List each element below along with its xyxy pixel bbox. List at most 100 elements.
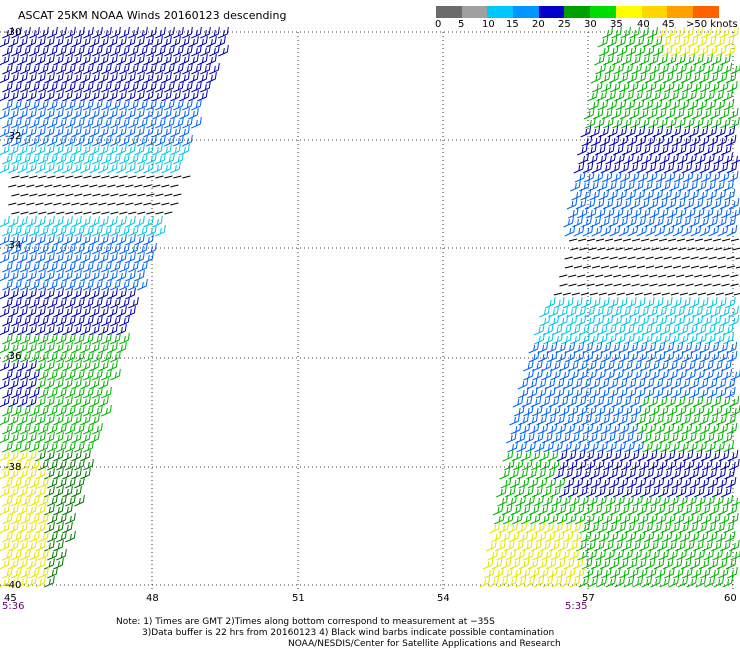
- wind-barb: [20, 98, 31, 111]
- wind-barb: [119, 224, 130, 237]
- wind-barb: [683, 395, 695, 408]
- wind-barb: [38, 476, 49, 489]
- wind-barb: [579, 247, 588, 251]
- wind-barb: [720, 143, 732, 156]
- wind-barb: [639, 485, 651, 498]
- wind-barb: [591, 224, 603, 237]
- wind-barb: [564, 422, 576, 435]
- wind-barb: [638, 512, 649, 525]
- wind-barb: [8, 71, 19, 84]
- wind-barb: [161, 89, 172, 102]
- wind-barb: [645, 256, 654, 260]
- wind-barb: [56, 548, 67, 561]
- wind-barb: [694, 283, 703, 287]
- wind-barb: [606, 179, 617, 192]
- wind-barb: [621, 143, 633, 156]
- wind-barb: [681, 422, 693, 435]
- wind-barb: [550, 368, 562, 381]
- wind-barb: [35, 431, 46, 444]
- wind-barb: [20, 566, 31, 579]
- wind-barb: [724, 292, 733, 296]
- wind-barb: [35, 503, 46, 516]
- wind-barb: [612, 404, 624, 417]
- wind-barb: [588, 440, 599, 453]
- wind-barb: [98, 305, 109, 318]
- wind-barb: [71, 161, 82, 174]
- wind-barb: [38, 332, 49, 345]
- wind-barb: [644, 134, 656, 147]
- wind-barb: [53, 521, 64, 534]
- wind-barb: [605, 89, 616, 102]
- wind-barb: [0, 575, 10, 588]
- wind-barb: [572, 557, 584, 570]
- wind-barb: [56, 422, 67, 435]
- wind-barb: [533, 323, 545, 336]
- wind-barb: [170, 184, 179, 188]
- wind-barb: [690, 350, 702, 363]
- wind-barb: [708, 80, 720, 93]
- wind-barb: [699, 256, 708, 260]
- wind-barb: [618, 265, 628, 269]
- wind-barb: [681, 503, 693, 516]
- wind-barb: [644, 476, 656, 489]
- wind-barb: [726, 224, 738, 237]
- wind-barb: [729, 116, 740, 129]
- wind-barb: [188, 89, 199, 102]
- wind-barb: [720, 116, 731, 129]
- wind-barb: [604, 238, 614, 242]
- wind-barb: [676, 283, 685, 287]
- wind-barb: [17, 35, 28, 48]
- wind-barb: [622, 238, 632, 242]
- wind-barb: [8, 413, 19, 426]
- wind-barb: [74, 116, 85, 129]
- wind-barb: [20, 26, 31, 39]
- wind-barb: [575, 512, 586, 525]
- wind-barb: [660, 247, 669, 251]
- wind-barb: [586, 431, 598, 444]
- wind-barb: [56, 242, 67, 255]
- wind-barb: [26, 107, 37, 120]
- wind-barb: [504, 539, 515, 552]
- wind-barb: [717, 503, 729, 516]
- wind-barb: [647, 314, 659, 327]
- wind-barb: [725, 557, 737, 570]
- wind-barb: [125, 215, 136, 228]
- wind-barb: [665, 26, 676, 39]
- wind-barb: [662, 557, 674, 570]
- wind-barb: [11, 296, 22, 309]
- wind-barb: [92, 62, 103, 75]
- wind-barb: [705, 521, 717, 534]
- wind-barb: [26, 143, 37, 156]
- wind-barb: [29, 98, 40, 111]
- wind-barb: [116, 287, 127, 300]
- wind-barb: [143, 215, 154, 228]
- wind-barb: [496, 548, 508, 561]
- wind-barb: [608, 71, 620, 84]
- wind-barb: [164, 26, 175, 39]
- wind-barb: [2, 62, 13, 75]
- wind-barb: [578, 152, 589, 165]
- wind-barb: [155, 193, 164, 197]
- wind-barb: [616, 44, 628, 57]
- wind-barb: [711, 116, 722, 129]
- wind-barb: [657, 206, 669, 219]
- wind-barb: [711, 404, 723, 417]
- wind-barb: [2, 224, 13, 237]
- wind-barb: [71, 287, 82, 300]
- wind-barb: [101, 116, 112, 129]
- wind-barb: [80, 269, 91, 282]
- wind-barb: [699, 422, 711, 435]
- wind-barb: [119, 80, 130, 93]
- wind-barb: [583, 170, 595, 183]
- wind-barb: [649, 274, 658, 278]
- wind-barb: [590, 476, 602, 489]
- wind-barb: [29, 224, 40, 237]
- wind-barb: [692, 314, 704, 327]
- wind-barb: [600, 422, 612, 435]
- wind-barb: [669, 440, 680, 453]
- wind-barb: [557, 314, 569, 327]
- wind-barb: [703, 238, 713, 242]
- wind-barb: [591, 256, 600, 260]
- wind-barb: [725, 413, 736, 426]
- wind-barb: [721, 238, 731, 242]
